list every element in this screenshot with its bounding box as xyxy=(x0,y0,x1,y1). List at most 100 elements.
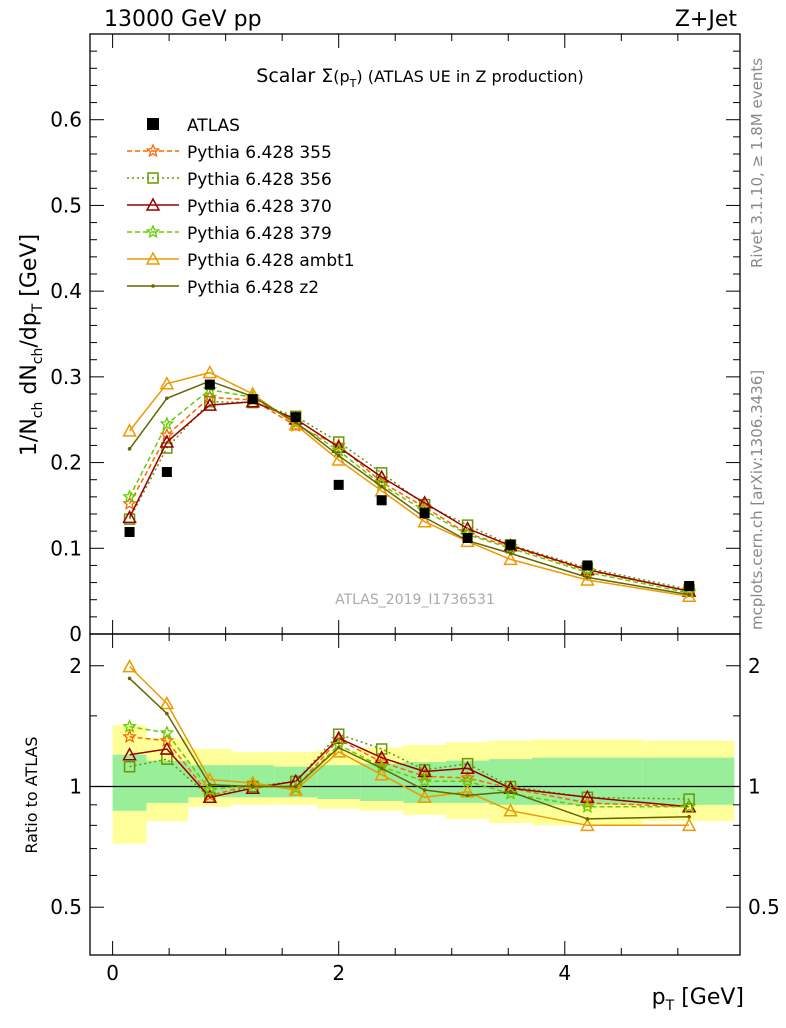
series-point xyxy=(585,575,590,580)
series-point xyxy=(127,447,132,451)
data-point xyxy=(462,533,473,543)
ratio-point xyxy=(159,695,175,710)
legend-label: Pythia 6.428 370 xyxy=(187,197,332,217)
series-point xyxy=(122,489,137,504)
ratio-point xyxy=(585,817,590,821)
data-point xyxy=(161,467,172,477)
series-line xyxy=(128,400,690,592)
y-tick-label: 0.1 xyxy=(50,536,82,560)
y-tick-label: 0.4 xyxy=(50,279,82,303)
band-inner-bin xyxy=(112,754,147,811)
ratio-point xyxy=(460,773,475,788)
legend-marker xyxy=(145,251,161,265)
ratio-point xyxy=(460,760,475,775)
ratio-point xyxy=(503,803,518,817)
ratio-point xyxy=(379,766,384,771)
x-tick-label: 2 xyxy=(332,961,345,985)
data-point xyxy=(684,581,695,591)
plot-title: Scalar Σ(pT) (ATLAS UE in Z production) xyxy=(256,65,583,90)
ratio-point xyxy=(122,659,137,673)
x-tick-label: 4 xyxy=(558,961,571,985)
data-point xyxy=(333,479,344,490)
legend-label: Pythia 6.428 379 xyxy=(187,224,332,244)
data-point xyxy=(582,560,593,571)
xlabel: pT [GeV] xyxy=(652,985,744,1014)
series-point xyxy=(202,397,218,411)
ratio-point xyxy=(122,747,137,761)
y-tick-label: 0.5 xyxy=(50,193,82,217)
watermark: ATLAS_2019_I1736531 xyxy=(335,592,495,608)
data-point xyxy=(290,412,301,423)
side-label-bottom: mcplots.cern.ch [arXiv:1306.3436] xyxy=(748,370,766,630)
ratio-point xyxy=(165,711,169,716)
ratio-point xyxy=(374,767,389,781)
data-point xyxy=(204,379,215,390)
series-line xyxy=(128,380,690,596)
ratio-point xyxy=(580,799,595,813)
series-point xyxy=(580,572,595,586)
band-inner-bin xyxy=(642,757,735,805)
legend-label: Pythia 6.428 356 xyxy=(187,170,332,190)
ratio-series-line xyxy=(129,666,690,827)
ratio-y-tick-label: 2 xyxy=(69,654,82,678)
data-point xyxy=(505,539,516,550)
series-line xyxy=(128,396,690,592)
series-point xyxy=(336,453,341,458)
series-point xyxy=(122,509,137,524)
legend-marker xyxy=(145,197,161,211)
ratio-point xyxy=(159,741,175,755)
ratio-point xyxy=(683,793,695,805)
axes: 0 0.1 0.2 0.3 0.4 0.5 0.6 0.5 0.5 1 1 2 2 0 2 4 xyxy=(50,33,780,985)
legend-marker-data xyxy=(147,118,159,130)
ratio-y-tick-label: 0.5 xyxy=(50,895,82,919)
series-point xyxy=(687,592,691,597)
ratio-y-tick-label-right: 2 xyxy=(748,654,761,678)
ratio-point xyxy=(288,782,304,796)
header-right: Z+Jet xyxy=(675,7,738,32)
series-point xyxy=(204,395,216,408)
band-inner-bin xyxy=(317,765,361,800)
series-point xyxy=(681,588,697,603)
ratio-point xyxy=(202,789,218,804)
series-point xyxy=(374,469,389,483)
ratio-point xyxy=(122,729,137,744)
y-tick-label: 0 xyxy=(69,622,82,646)
series-point xyxy=(159,427,175,442)
side-label-top: Rivet 3.1.10, ≥ 1.8M events xyxy=(748,58,766,268)
ratio-y-tick-label-right: 0.5 xyxy=(748,895,780,919)
ratio-point xyxy=(681,799,697,813)
y-tick-label: 0.2 xyxy=(50,451,82,475)
band-inner-bin xyxy=(146,760,189,803)
ratio-point xyxy=(250,784,255,789)
ratio-series-line xyxy=(129,733,690,800)
legend-marker xyxy=(151,284,155,288)
ratio-point xyxy=(580,817,595,832)
data-point xyxy=(247,394,258,405)
ratio-point xyxy=(123,760,136,773)
ratio-point xyxy=(374,750,389,764)
ratio-point xyxy=(208,782,212,787)
ratio-point xyxy=(681,799,697,813)
legend-label: Pythia 6.428 ambt1 xyxy=(187,251,355,271)
ratio-frame xyxy=(89,633,741,956)
series-line xyxy=(129,371,690,598)
data-point xyxy=(376,495,387,506)
data-point xyxy=(124,527,135,537)
series-point xyxy=(379,484,384,489)
series-point xyxy=(165,396,169,401)
ratio-series-line xyxy=(129,737,690,808)
ratio-ylabel: Ratio to ATLAS xyxy=(22,736,41,853)
ratio-point xyxy=(375,743,388,755)
data-point xyxy=(419,508,430,519)
series-line xyxy=(128,388,690,594)
ratio-series-line xyxy=(129,736,690,808)
series-point xyxy=(122,423,137,437)
series-point xyxy=(122,496,137,511)
series-point xyxy=(417,514,432,528)
series-point xyxy=(331,439,346,453)
series-point xyxy=(508,551,513,556)
ratio-point xyxy=(336,745,341,750)
series-point xyxy=(202,365,218,379)
main-lines xyxy=(122,365,697,603)
legend-marker xyxy=(145,143,161,158)
